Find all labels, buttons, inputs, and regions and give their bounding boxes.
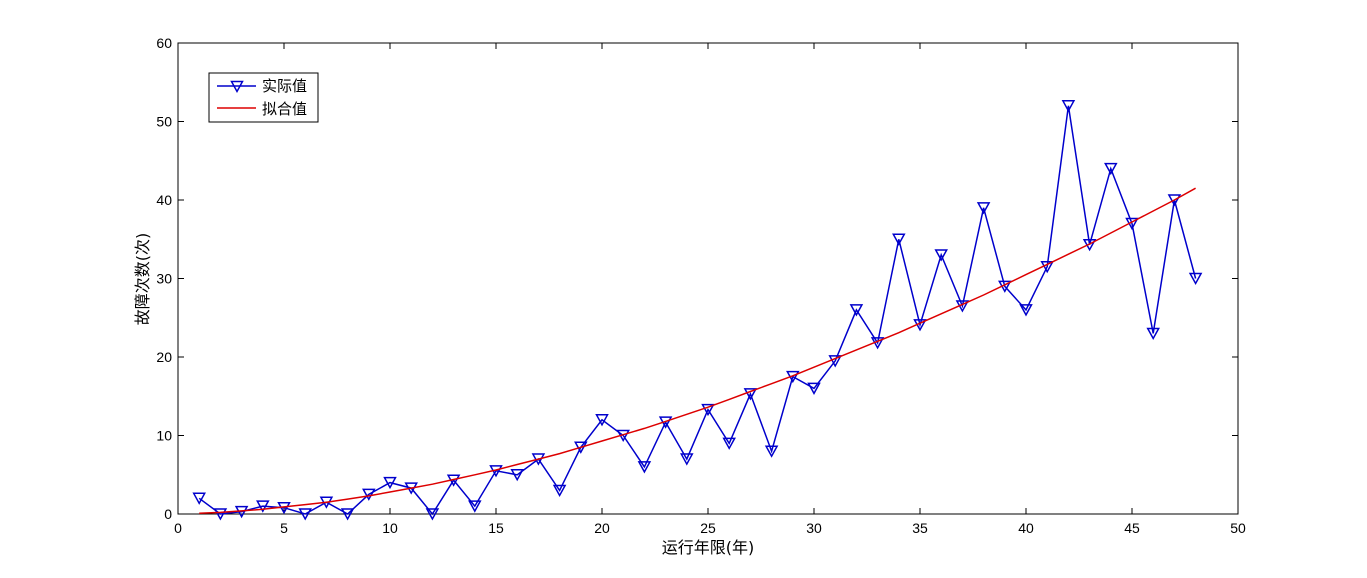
actual-point [892,233,906,246]
legend-box [208,72,319,123]
actual-point [1061,100,1076,113]
actual-point [468,500,482,513]
y-tick-label: 20 [156,349,172,365]
actual-point [680,453,694,466]
y-tick-label: 40 [156,192,172,208]
legend-actual-marker [230,80,244,94]
y-tick-label: 30 [156,271,172,287]
x-tick-label: 50 [1230,520,1246,536]
actual-point [383,476,397,490]
x-tick-label: 0 [174,520,182,536]
y-axis-title: 故障次数(次) [133,233,152,326]
series-layer [192,100,1203,521]
x-tick-label: 30 [806,520,822,536]
actual-point [425,508,440,521]
actual-point [213,508,228,521]
actual-point [192,492,206,505]
actual-point [701,403,715,417]
x-tick-label: 45 [1124,520,1140,536]
actual-point [595,414,609,427]
actual-point [828,355,842,368]
actual-point [1167,194,1182,207]
x-tick-label: 10 [382,520,398,536]
actual-point [1040,260,1054,274]
actual-series-line [198,105,1197,516]
x-tick-label: 5 [280,520,288,536]
actual-point [637,461,652,474]
actual-point [1019,304,1033,317]
x-tick-label: 15 [488,520,504,536]
y-tick-label: 60 [156,35,172,51]
y-tick-label: 0 [164,506,172,522]
actual-point [743,388,758,401]
actual-point [574,441,588,454]
x-tick-label: 20 [594,520,610,536]
y-tick-label: 10 [156,428,172,444]
axes: 0 5 10 15 20 25 30 35 40 45 50 0 10 20 30 40 50 60 [156,35,1246,536]
actual-point [849,304,864,317]
actual-point [552,484,567,498]
y-tick-label: 50 [156,114,172,130]
actual-point [934,249,948,262]
legend-fit-label: 拟合值 [262,100,307,118]
x-tick-label: 35 [912,520,928,536]
x-tick-label: 40 [1018,520,1034,536]
actual-point [1104,162,1118,176]
actual-point [256,500,270,513]
legend-actual-label: 实际值 [262,77,307,95]
actual-point [1188,272,1203,286]
actual-point [298,508,312,521]
actual-point [340,508,355,521]
x-tick-label: 25 [700,520,716,536]
actual-point [510,469,524,482]
actual-point [1146,327,1160,341]
actual-point [807,382,821,395]
legend: 实际值 拟合值 [208,72,319,123]
actual-point [976,202,991,215]
actual-point [764,445,779,458]
fit-series-line [199,187,1196,514]
x-axis-title: 运行年限(年) [662,538,755,557]
actual-point [362,488,376,501]
plot-area [177,42,1239,515]
actual-point [722,437,736,450]
